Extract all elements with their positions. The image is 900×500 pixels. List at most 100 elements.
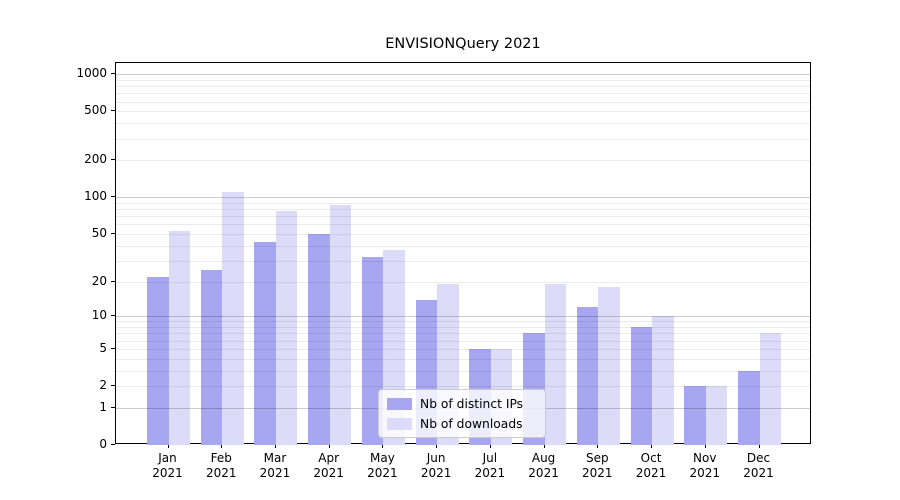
x-tick-year: 2021 xyxy=(635,466,667,480)
minor-gridline xyxy=(116,79,810,81)
y-tick-label: 1 xyxy=(99,399,107,414)
minor-gridline xyxy=(116,202,810,204)
x-tick-year: 2021 xyxy=(689,466,721,480)
y-tick-mark xyxy=(111,280,115,282)
minor-gridline xyxy=(116,216,810,218)
bar-distinct-ips-apr xyxy=(308,234,330,445)
x-tick-label-aug: Aug 2021 xyxy=(516,451,572,481)
bar-downloads-dec xyxy=(759,333,781,445)
bar-downloads-mar xyxy=(275,210,298,445)
legend: Nb of distinct IPs Nb of downloads xyxy=(378,389,546,438)
x-tick-month: Mar xyxy=(263,451,287,465)
x-tick-label-may: May 2021 xyxy=(354,451,410,481)
x-tick-month: Nov xyxy=(693,451,717,465)
bar-downloads-jan xyxy=(168,230,190,445)
x-tick-year: 2021 xyxy=(259,466,291,480)
minor-gridline xyxy=(116,101,810,103)
x-tick-month: Feb xyxy=(210,451,232,465)
chart-title: ENVISIONQuery 2021 xyxy=(385,36,541,52)
x-tick-year: 2021 xyxy=(313,466,344,480)
x-tick-mark xyxy=(328,444,330,448)
x-tick-year: 2021 xyxy=(743,466,774,480)
x-tick-mark xyxy=(167,444,169,448)
y-tick-mark xyxy=(111,159,115,161)
x-tick-year: 2021 xyxy=(205,466,237,480)
legend-swatch-distinct-ips xyxy=(387,397,412,410)
y-tick-mark xyxy=(111,347,115,349)
minor-gridline xyxy=(116,340,810,342)
y-tick-mark xyxy=(111,73,115,75)
x-tick-month: Jan xyxy=(158,451,177,465)
y-tick-label: 10 xyxy=(91,308,107,323)
x-tick-month: Jun xyxy=(426,451,446,465)
minor-gridline xyxy=(116,123,810,125)
x-tick-label-jun: Jun 2021 xyxy=(408,451,464,481)
major-gridline xyxy=(116,74,810,76)
minor-gridline xyxy=(116,321,810,323)
x-tick-month: Sep xyxy=(586,451,609,465)
legend-entry-distinct-ips: Nb of distinct IPs xyxy=(387,395,537,412)
minor-gridline xyxy=(116,348,810,350)
bar-distinct-ips-feb xyxy=(200,270,223,445)
legend-entry-downloads: Nb of downloads xyxy=(387,415,537,432)
x-tick-mark xyxy=(597,444,599,448)
bar-downloads-aug xyxy=(544,284,567,445)
x-tick-year: 2021 xyxy=(367,466,398,480)
y-tick-mark xyxy=(111,196,115,198)
x-tick-month: May xyxy=(370,451,395,465)
x-tick-month: Aug xyxy=(531,451,556,465)
x-tick-month: Apr xyxy=(318,451,340,465)
y-tick-mark xyxy=(111,315,115,317)
minor-gridline xyxy=(116,281,810,283)
y-tick-label: 500 xyxy=(84,103,107,118)
plot-area xyxy=(115,62,811,445)
x-tick-mark xyxy=(382,444,384,448)
minor-gridline xyxy=(116,333,810,335)
y-tick-label: 50 xyxy=(91,226,107,241)
bar-distinct-ips-oct xyxy=(630,327,653,445)
minor-gridline xyxy=(116,358,810,360)
x-tick-label-sep: Sep 2021 xyxy=(569,451,625,481)
y-tick-label: 5 xyxy=(99,340,107,355)
x-tick-mark xyxy=(543,444,545,448)
x-tick-mark xyxy=(489,444,491,448)
minor-gridline xyxy=(116,160,810,162)
bar-downloads-sep xyxy=(598,286,620,445)
y-tick-mark xyxy=(111,385,115,387)
minor-gridline xyxy=(116,86,810,88)
minor-gridline xyxy=(116,245,810,247)
x-tick-month: Dec xyxy=(746,451,771,465)
x-tick-label-jul: Jul 2021 xyxy=(462,451,518,481)
bar-distinct-ips-dec xyxy=(738,370,760,445)
x-tick-label-apr: Apr 2021 xyxy=(301,451,357,481)
x-tick-label-feb: Feb 2021 xyxy=(193,451,249,481)
y-tick-mark xyxy=(111,110,115,112)
minor-gridline xyxy=(116,370,810,372)
x-tick-mark xyxy=(436,444,438,448)
x-tick-mark xyxy=(704,444,706,448)
x-tick-year: 2021 xyxy=(152,466,183,480)
y-tick-label: 0 xyxy=(99,437,107,451)
bar-downloads-apr xyxy=(329,204,352,445)
y-tick-label: 100 xyxy=(84,189,107,204)
y-tick-label: 1000 xyxy=(76,66,107,81)
y-tick-mark xyxy=(111,444,115,445)
bar-distinct-ips-jan xyxy=(147,276,169,445)
legend-swatch-downloads xyxy=(387,417,412,430)
x-tick-year: 2021 xyxy=(420,466,452,480)
minor-gridline xyxy=(116,111,810,113)
minor-gridline xyxy=(116,386,810,388)
minor-gridline xyxy=(116,224,810,226)
bar-distinct-ips-sep xyxy=(576,307,599,445)
x-tick-mark xyxy=(274,444,276,448)
x-tick-month: Oct xyxy=(640,451,662,465)
bar-distinct-ips-mar xyxy=(254,241,276,445)
x-tick-mark xyxy=(221,444,223,448)
x-tick-year: 2021 xyxy=(528,466,559,480)
minor-gridline xyxy=(116,327,810,329)
minor-gridline xyxy=(116,260,810,262)
x-tick-month: Jul xyxy=(482,451,498,465)
x-tick-mark xyxy=(758,444,760,448)
y-tick-label: 200 xyxy=(84,152,107,167)
